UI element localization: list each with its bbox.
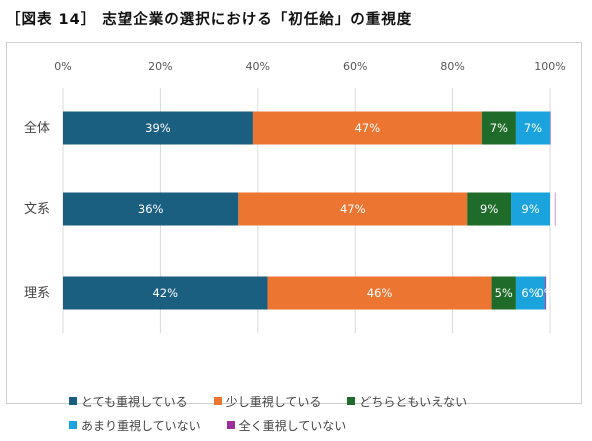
legend-label: 少し重視している	[225, 394, 322, 409]
legend-item: 全く重視していない	[226, 417, 347, 434]
data-label: 42%	[152, 286, 178, 300]
bar-segment	[238, 192, 468, 226]
bar-segment	[511, 192, 550, 226]
legend-swatch	[347, 397, 356, 405]
legend-item: どちらともいえない	[347, 393, 467, 410]
data-label: 9%	[480, 202, 498, 216]
x-tick-label: 100%	[534, 60, 565, 73]
legend-row: とても重視している 少し重視している どちらともいえない	[69, 393, 529, 409]
legend-swatch	[69, 421, 77, 429]
legend-label: とても重視している	[81, 394, 188, 409]
bar-segment	[63, 111, 253, 145]
bar-segment	[63, 276, 268, 310]
data-label: 46%	[367, 286, 393, 300]
bar-segment	[515, 276, 546, 310]
x-tick-label: 40%	[246, 60, 270, 73]
category-label: 文系	[24, 202, 50, 217]
figure-title: ［図表 14］ 志望企業の選択における「初任給」の重視度	[6, 12, 413, 28]
legend-swatch	[69, 397, 77, 405]
data-label: 0%	[536, 286, 554, 300]
x-tick-label: 0%	[54, 60, 71, 73]
bar-segment	[252, 111, 482, 145]
x-tick-label: 80%	[440, 60, 464, 73]
data-label: 47%	[340, 202, 366, 216]
data-label: 39%	[145, 121, 171, 135]
legend-item: とても重視している	[69, 393, 188, 410]
bar-segment	[481, 111, 516, 145]
category-label: 全体	[24, 120, 50, 136]
data-label: 7%	[490, 121, 508, 135]
legend-row: あまり重視していない 全く重視していない	[69, 417, 529, 433]
category-label: 理系	[24, 286, 50, 301]
bar-segment	[63, 192, 239, 226]
legend-swatch	[213, 397, 222, 405]
bar-segment	[491, 276, 516, 310]
data-label: 47%	[355, 121, 381, 135]
data-label: 7%	[524, 121, 542, 135]
legend-item: あまり重視していない	[69, 417, 201, 434]
x-tick-label: 60%	[343, 60, 367, 73]
legend-label: あまり重視していない	[81, 418, 201, 433]
bar-segment	[554, 192, 556, 226]
data-label: 9%	[521, 202, 539, 216]
bar-segment	[550, 111, 551, 145]
bar-segment	[467, 192, 512, 226]
chart-container: 0% 20% 40% 60% 80% 100% 全体文系理系 39% 47% 7% 7% 36% 47%…	[6, 42, 582, 433]
bar-segment	[515, 111, 550, 145]
x-tick-label: 20%	[148, 60, 172, 73]
bar-segment	[267, 276, 492, 310]
data-label: 5%	[495, 286, 513, 300]
legend: とても重視している 少し重視している どちらともいえないあまり重視していない 全く重視…	[69, 393, 529, 441]
data-label: 36%	[138, 202, 164, 216]
legend-item: 少し重視している	[213, 393, 322, 410]
legend-label: どちらともいえない	[359, 394, 468, 409]
data-label: 6%	[521, 286, 539, 300]
bar-segment	[545, 276, 547, 310]
legend-swatch	[226, 421, 235, 429]
legend-label: 全く重視していない	[238, 418, 347, 433]
